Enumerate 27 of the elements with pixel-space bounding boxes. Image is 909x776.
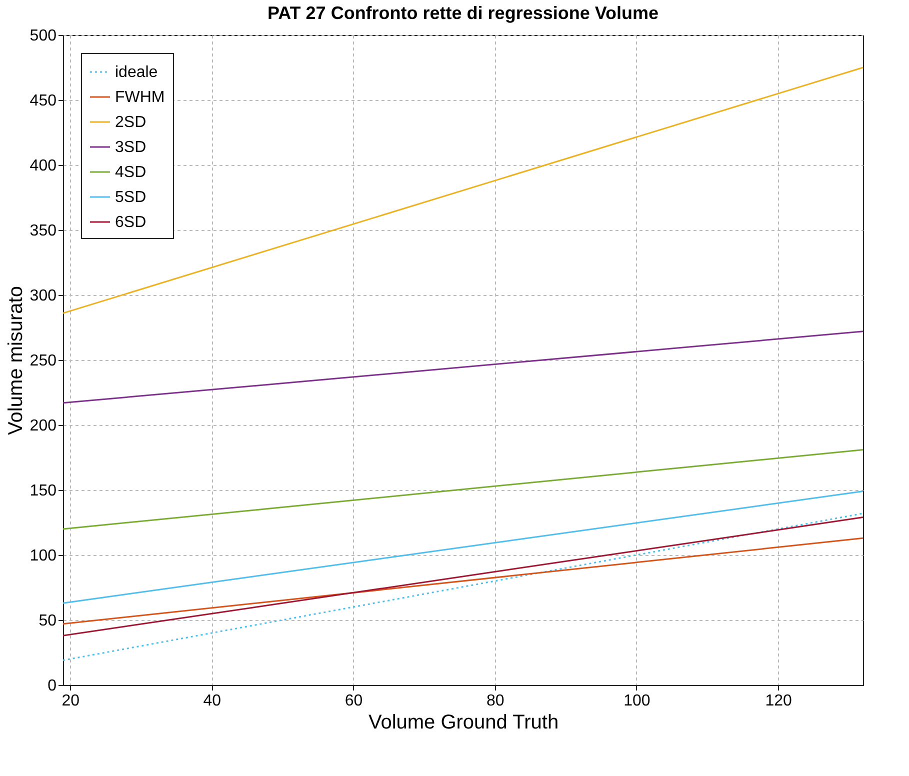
x-tick-label: 120 — [765, 692, 792, 710]
x-axis-title: Volume Ground Truth — [368, 712, 559, 734]
y-tick-label: 400 — [30, 158, 57, 174]
legend-label: 3SD — [115, 139, 146, 156]
y-tick-label: 0 — [48, 678, 57, 694]
legend-label: FWHM — [115, 89, 165, 106]
legend-label: 2SD — [115, 114, 146, 131]
legend-label: 4SD — [115, 164, 146, 181]
legend-label: 6SD — [115, 214, 146, 231]
x-tick-label: 80 — [486, 692, 504, 710]
y-tick-label: 100 — [30, 548, 57, 564]
legend-label: ideale — [115, 64, 158, 81]
y-tick-label: 250 — [30, 352, 57, 370]
y-axis-title: Volume misurato — [4, 286, 27, 435]
legend-label: 5SD — [115, 189, 146, 206]
y-tick-label: 500 — [30, 28, 57, 44]
y-tick-label: 450 — [30, 92, 57, 110]
x-tick-label: 20 — [62, 692, 80, 710]
x-tick-label: 40 — [203, 692, 222, 710]
chart-title: PAT 27 Confronto rette di regressione Volume — [267, 3, 659, 23]
x-tick-label: 60 — [344, 692, 363, 710]
y-tick-label: 350 — [30, 222, 57, 240]
y-tick-label: 200 — [30, 418, 57, 434]
y-tick-label: 150 — [30, 482, 57, 500]
x-tick-label: 100 — [624, 692, 650, 710]
y-tick-label: 50 — [38, 612, 57, 630]
y-tick-label: 300 — [30, 288, 57, 304]
